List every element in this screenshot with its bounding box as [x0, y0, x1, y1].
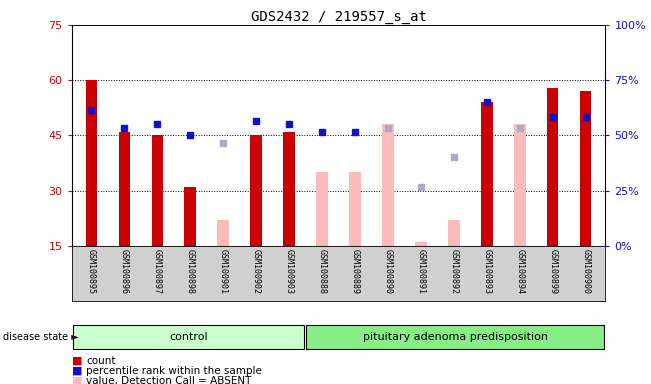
Text: GSM100888: GSM100888	[318, 249, 327, 294]
Text: disease state ►: disease state ►	[3, 332, 79, 342]
Text: GSM100899: GSM100899	[548, 249, 557, 294]
Text: count: count	[86, 356, 115, 366]
Bar	[316, 172, 328, 246]
Text: GSM100891: GSM100891	[417, 249, 425, 294]
Bar	[118, 132, 130, 246]
Text: ■: ■	[72, 376, 82, 384]
Text: GSM100896: GSM100896	[120, 249, 129, 294]
Text: GSM100900: GSM100900	[581, 249, 590, 294]
Bar	[349, 172, 361, 246]
Text: control: control	[169, 332, 208, 342]
Bar	[448, 220, 460, 246]
Text: ■: ■	[72, 356, 82, 366]
Text: ■: ■	[72, 366, 82, 376]
Bar	[547, 88, 559, 246]
Bar	[382, 165, 394, 246]
Bar	[514, 124, 525, 246]
Bar	[251, 136, 262, 246]
Bar	[152, 136, 163, 246]
Bar	[283, 132, 295, 246]
Text: percentile rank within the sample: percentile rank within the sample	[86, 366, 262, 376]
Text: GSM100890: GSM100890	[383, 249, 393, 294]
Text: GSM100895: GSM100895	[87, 249, 96, 294]
Bar	[349, 172, 361, 246]
Text: GSM100901: GSM100901	[219, 249, 228, 294]
Bar	[580, 91, 591, 246]
Text: GSM100889: GSM100889	[350, 249, 359, 294]
Bar	[316, 172, 328, 246]
Text: GSM100898: GSM100898	[186, 249, 195, 294]
Text: GSM100903: GSM100903	[284, 249, 294, 294]
Text: GSM100894: GSM100894	[515, 249, 524, 294]
Title: GDS2432 / 219557_s_at: GDS2432 / 219557_s_at	[251, 10, 426, 24]
Text: GSM100897: GSM100897	[153, 249, 162, 294]
Bar	[415, 242, 426, 246]
Text: value, Detection Call = ABSENT: value, Detection Call = ABSENT	[86, 376, 251, 384]
Bar	[382, 124, 394, 246]
Text: GSM100892: GSM100892	[449, 249, 458, 294]
Bar	[86, 80, 97, 246]
Bar	[73, 325, 304, 349]
Text: pituitary adenoma predisposition: pituitary adenoma predisposition	[363, 332, 547, 342]
Bar	[481, 102, 493, 246]
Bar	[184, 187, 196, 246]
Bar	[307, 325, 604, 349]
Bar	[217, 220, 229, 246]
Text: GSM100902: GSM100902	[252, 249, 260, 294]
Text: GSM100893: GSM100893	[482, 249, 492, 294]
